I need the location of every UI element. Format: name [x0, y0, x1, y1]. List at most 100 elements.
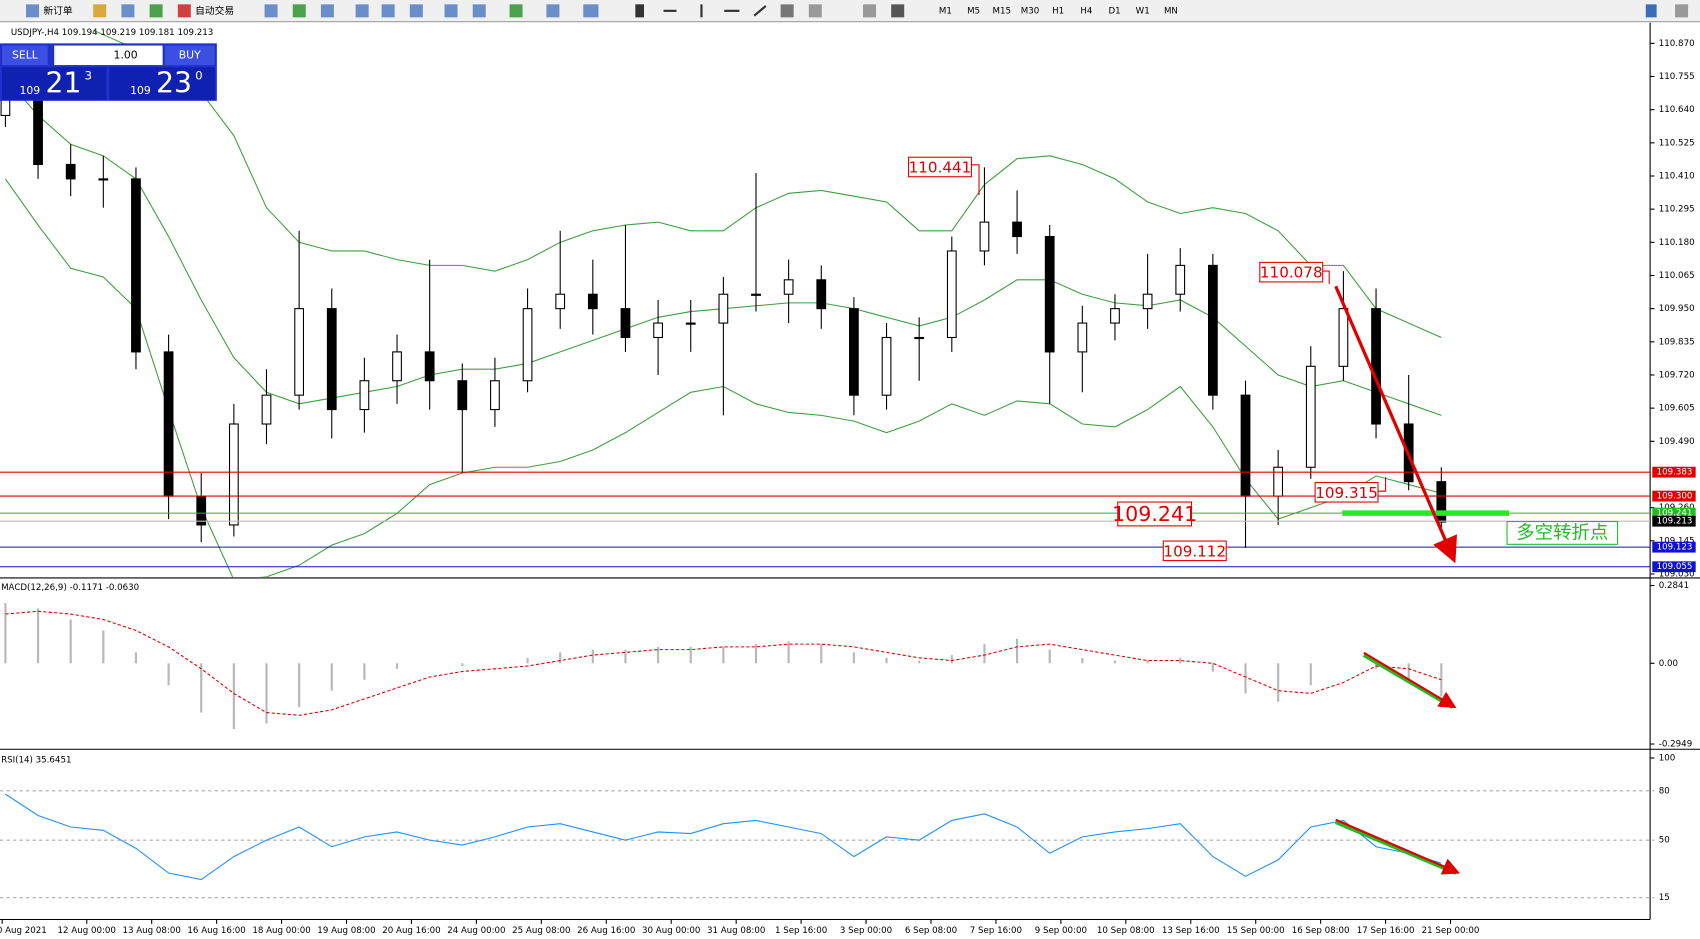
time-label: 10 Aug 2021 [0, 926, 47, 936]
label-tool[interactable] [863, 4, 877, 18]
auto-trading-icon[interactable] [177, 4, 191, 18]
new-order-icon[interactable] [26, 4, 40, 18]
price-annotation: 109.112 [1163, 542, 1226, 560]
icon[interactable] [472, 4, 486, 18]
sell-label[interactable]: SELL [12, 48, 38, 61]
channel-tool[interactable] [780, 4, 794, 18]
buy-price-box[interactable] [109, 67, 215, 100]
trend-arrow-highlight [1334, 819, 1457, 875]
sell-price-box[interactable] [2, 67, 107, 100]
timeframe-button[interactable]: W1 [1136, 6, 1150, 16]
candle-body [1142, 293, 1153, 310]
macd-bar [461, 663, 464, 667]
shapes-tool[interactable] [891, 4, 905, 18]
time-label: 3 Sep 00:00 [840, 926, 892, 936]
rsi-tick-label: 100 [1659, 753, 1676, 763]
hline-tool[interactable] [724, 9, 740, 12]
buy-label[interactable]: BUY [179, 48, 201, 61]
icon[interactable] [93, 4, 107, 18]
macd-arrow [1363, 651, 1457, 709]
macd-bar [298, 663, 301, 708]
macd-bar [689, 646, 692, 664]
icon[interactable] [264, 4, 278, 18]
search-icon[interactable] [1645, 4, 1657, 18]
icon[interactable] [583, 4, 599, 18]
macd-bar [167, 663, 170, 686]
candle-body [653, 322, 663, 339]
time-label: 9 Sep 00:00 [1035, 926, 1087, 936]
buy-button[interactable] [164, 45, 215, 66]
icon[interactable] [149, 4, 163, 18]
timeframe-button[interactable]: M5 [967, 6, 980, 16]
candle-body [228, 423, 239, 526]
price-tick-label: 109.030 [1659, 569, 1695, 579]
candle-body [392, 351, 402, 382]
time-label: 30 Aug 00:00 [642, 926, 700, 936]
chart-window [0, 22, 1700, 939]
time-label: 10 Sep 08:00 [1097, 926, 1155, 936]
fibo-tool[interactable] [808, 4, 822, 18]
icon[interactable] [320, 4, 334, 18]
vline-tool[interactable] [700, 4, 703, 18]
time-label: 17 Sep 16:00 [1357, 926, 1415, 936]
candle-body [33, 91, 43, 166]
time-label: 13 Sep 16:00 [1162, 926, 1220, 936]
icon[interactable] [292, 4, 306, 18]
timeframe-bar: M1 M5 M15 M30 H1 H4 D1 W1 MN [939, 6, 1178, 16]
timeframe-button[interactable]: H4 [1080, 6, 1093, 16]
macd-bar [265, 663, 268, 724]
macd-bar [787, 641, 790, 664]
price-annotation-box [1162, 540, 1227, 562]
icon[interactable] [444, 4, 458, 18]
lot-value[interactable]: 1.00 [114, 48, 138, 61]
sell-button[interactable] [2, 45, 48, 66]
zoom-out[interactable] [381, 4, 395, 18]
cursor-tool[interactable] [635, 4, 645, 18]
macd-bar [1179, 657, 1182, 664]
macd-bar [1015, 638, 1019, 664]
macd-bar [395, 663, 399, 669]
candle-body [1077, 322, 1088, 353]
macd-tick-label: -0.2949 [1659, 740, 1692, 750]
price-level-tag [1652, 541, 1696, 553]
rsi-tick-label: 50 [1659, 836, 1670, 846]
sell-price-big: 21 [46, 67, 82, 100]
note-text: 多空转折点 [1516, 522, 1608, 543]
auto-trading-button[interactable]: 自动交易 [195, 4, 234, 17]
time-label: 18 Aug 00:00 [252, 926, 310, 936]
buy-price-prefix: 109 [130, 84, 151, 97]
icon[interactable] [121, 4, 135, 18]
macd-bar [526, 657, 529, 664]
time-label: 21 Sep 00:00 [1422, 926, 1480, 936]
macd-bar [722, 646, 725, 664]
icon[interactable] [546, 4, 560, 18]
macd-bar [1407, 663, 1410, 680]
price-tick-label: 109.950 [1659, 304, 1695, 314]
price-level-label: 109.300 [1657, 492, 1693, 502]
icon[interactable] [409, 4, 423, 18]
icon[interactable] [509, 4, 523, 18]
timeframe-button[interactable]: MN [1164, 6, 1178, 16]
lot-input[interactable] [54, 45, 163, 66]
price-annotation-box [1117, 501, 1193, 527]
time-label: 12 Aug 00:00 [58, 926, 116, 936]
time-label: 15 Sep 00:00 [1227, 926, 1285, 936]
macd-bar [1244, 663, 1247, 694]
zoom-in[interactable] [355, 4, 369, 18]
price-tick-label: 109.605 [1659, 404, 1695, 414]
price-tick-label: 110.410 [1659, 171, 1695, 181]
trendline-tool[interactable] [753, 5, 767, 17]
macd-signal [5, 610, 1442, 716]
candle-body [555, 293, 566, 310]
new-order-button[interactable]: 新订单 [43, 4, 72, 17]
timeframe-button[interactable]: M1 [939, 6, 952, 16]
account-icon[interactable] [1675, 4, 1689, 18]
price-level-label: 109.383 [1657, 468, 1693, 478]
timeframe-button[interactable]: D1 [1108, 6, 1120, 16]
timeframe-button[interactable]: M30 [1021, 6, 1039, 16]
timeframe-button[interactable]: M15 [993, 6, 1011, 16]
crosshair-tool[interactable] [663, 9, 677, 12]
candle-body [196, 495, 207, 526]
timeframe-button[interactable]: H1 [1052, 6, 1064, 16]
candle-body [1207, 264, 1218, 396]
